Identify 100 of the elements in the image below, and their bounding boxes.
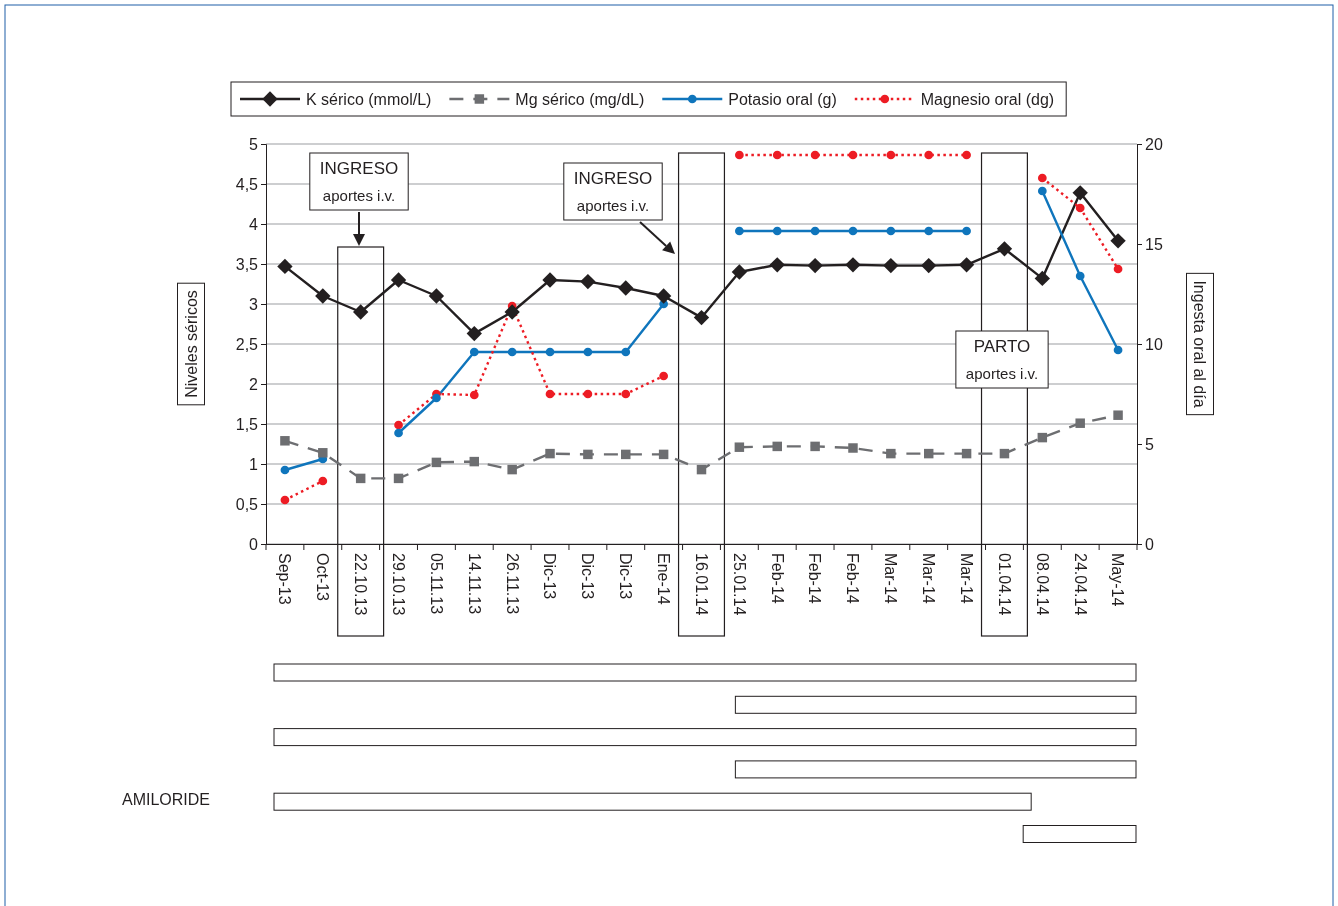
x-tick-label: Feb-14 bbox=[844, 553, 862, 604]
point bbox=[280, 436, 290, 446]
point bbox=[583, 389, 593, 399]
point bbox=[318, 448, 328, 458]
point bbox=[432, 393, 441, 403]
point bbox=[1037, 432, 1048, 443]
point bbox=[1110, 233, 1126, 249]
point bbox=[734, 442, 745, 452]
y-tick-label: 1,5 bbox=[235, 415, 259, 433]
point bbox=[961, 448, 972, 459]
point bbox=[924, 226, 934, 236]
point bbox=[1075, 418, 1085, 428]
point bbox=[507, 464, 517, 475]
point bbox=[848, 226, 858, 236]
y-tick-label: 0 bbox=[249, 535, 259, 553]
x-tick-label: 14.11.13 bbox=[465, 553, 483, 615]
x-tick-label: 01.04.14 bbox=[995, 553, 1013, 616]
legend-label: Mg sérico (mg/dL) bbox=[515, 90, 645, 108]
y-tick-label: 2 bbox=[249, 375, 259, 393]
x-tick-label: 25.01.14 bbox=[730, 553, 748, 616]
point bbox=[807, 257, 823, 274]
point bbox=[962, 150, 971, 160]
point bbox=[921, 257, 937, 274]
y2-tick-label: 5 bbox=[1145, 435, 1154, 453]
point bbox=[923, 448, 934, 459]
x-tick-label: 26.11.13 bbox=[503, 553, 521, 615]
x-tick-label: Mar-14 bbox=[882, 553, 900, 604]
point bbox=[580, 273, 596, 290]
y2-tick-label: 10 bbox=[1145, 335, 1163, 353]
annotation: INGRESO aportes i.v. bbox=[573, 169, 653, 214]
y-tick-label: 5 bbox=[249, 135, 259, 153]
point bbox=[507, 347, 517, 357]
annotation: INGRESO aportes i.v. bbox=[319, 159, 399, 204]
annotation: PARTO aportes i.v. bbox=[965, 337, 1039, 382]
point bbox=[1113, 410, 1123, 420]
y-tick-label: 3,5 bbox=[235, 255, 259, 273]
point bbox=[735, 150, 744, 160]
point bbox=[280, 465, 290, 475]
x-tick-label: 08.04.14 bbox=[1033, 553, 1051, 616]
y-axis-title: Niveles séricos bbox=[182, 290, 200, 398]
point bbox=[390, 272, 407, 288]
point bbox=[848, 150, 858, 160]
point bbox=[315, 288, 331, 304]
point bbox=[655, 288, 672, 304]
y-tick-label: 4 bbox=[249, 215, 259, 233]
x-tick-label: 24.04.14 bbox=[1071, 553, 1089, 616]
point bbox=[621, 389, 631, 399]
point bbox=[621, 449, 631, 460]
y-tick-label: 1 bbox=[249, 455, 259, 473]
x-tick-label: Ene-14 bbox=[655, 553, 673, 605]
point bbox=[845, 257, 861, 273]
point bbox=[1113, 264, 1123, 274]
point bbox=[848, 443, 858, 453]
y-tick-label: 0,5 bbox=[235, 495, 259, 513]
point bbox=[962, 226, 971, 236]
point bbox=[1075, 203, 1085, 213]
y2-tick-label: 20 bbox=[1145, 135, 1163, 153]
point bbox=[504, 304, 520, 320]
point bbox=[618, 280, 634, 296]
point bbox=[886, 226, 896, 236]
point bbox=[659, 371, 668, 381]
point bbox=[583, 449, 593, 460]
point bbox=[318, 476, 328, 486]
point bbox=[810, 150, 820, 160]
point bbox=[394, 420, 403, 430]
point bbox=[545, 448, 555, 459]
point bbox=[769, 257, 785, 273]
x-tick-label: Dic-13 bbox=[617, 553, 635, 600]
point bbox=[1034, 270, 1050, 287]
point bbox=[958, 257, 975, 273]
point bbox=[355, 473, 366, 484]
point bbox=[735, 226, 744, 236]
point bbox=[999, 448, 1010, 459]
point bbox=[542, 272, 558, 288]
point bbox=[1037, 186, 1047, 196]
point bbox=[583, 347, 593, 357]
point bbox=[469, 390, 479, 400]
point bbox=[394, 428, 403, 438]
x-tick-label: Dic-13 bbox=[579, 553, 597, 600]
point bbox=[996, 241, 1013, 257]
point bbox=[886, 150, 896, 160]
x-tick-label: Sep-13 bbox=[276, 553, 294, 605]
point bbox=[353, 304, 369, 320]
point bbox=[696, 464, 707, 475]
x-tick-label: 05.11.13 bbox=[427, 553, 445, 615]
point bbox=[621, 347, 631, 357]
point bbox=[469, 347, 479, 357]
legend-label: Potasio oral (g) bbox=[728, 90, 837, 108]
point bbox=[280, 495, 290, 505]
y2-tick-label: 0 bbox=[1145, 535, 1154, 553]
point bbox=[772, 150, 782, 160]
point bbox=[466, 325, 482, 342]
point bbox=[1113, 345, 1123, 355]
x-tick-label: Feb-14 bbox=[768, 553, 786, 604]
x-tick-label: Dic-13 bbox=[541, 553, 559, 600]
point bbox=[693, 309, 710, 326]
point bbox=[658, 449, 669, 460]
x-tick-label: Mar-14 bbox=[920, 553, 938, 604]
point bbox=[772, 441, 782, 452]
point bbox=[545, 347, 555, 357]
